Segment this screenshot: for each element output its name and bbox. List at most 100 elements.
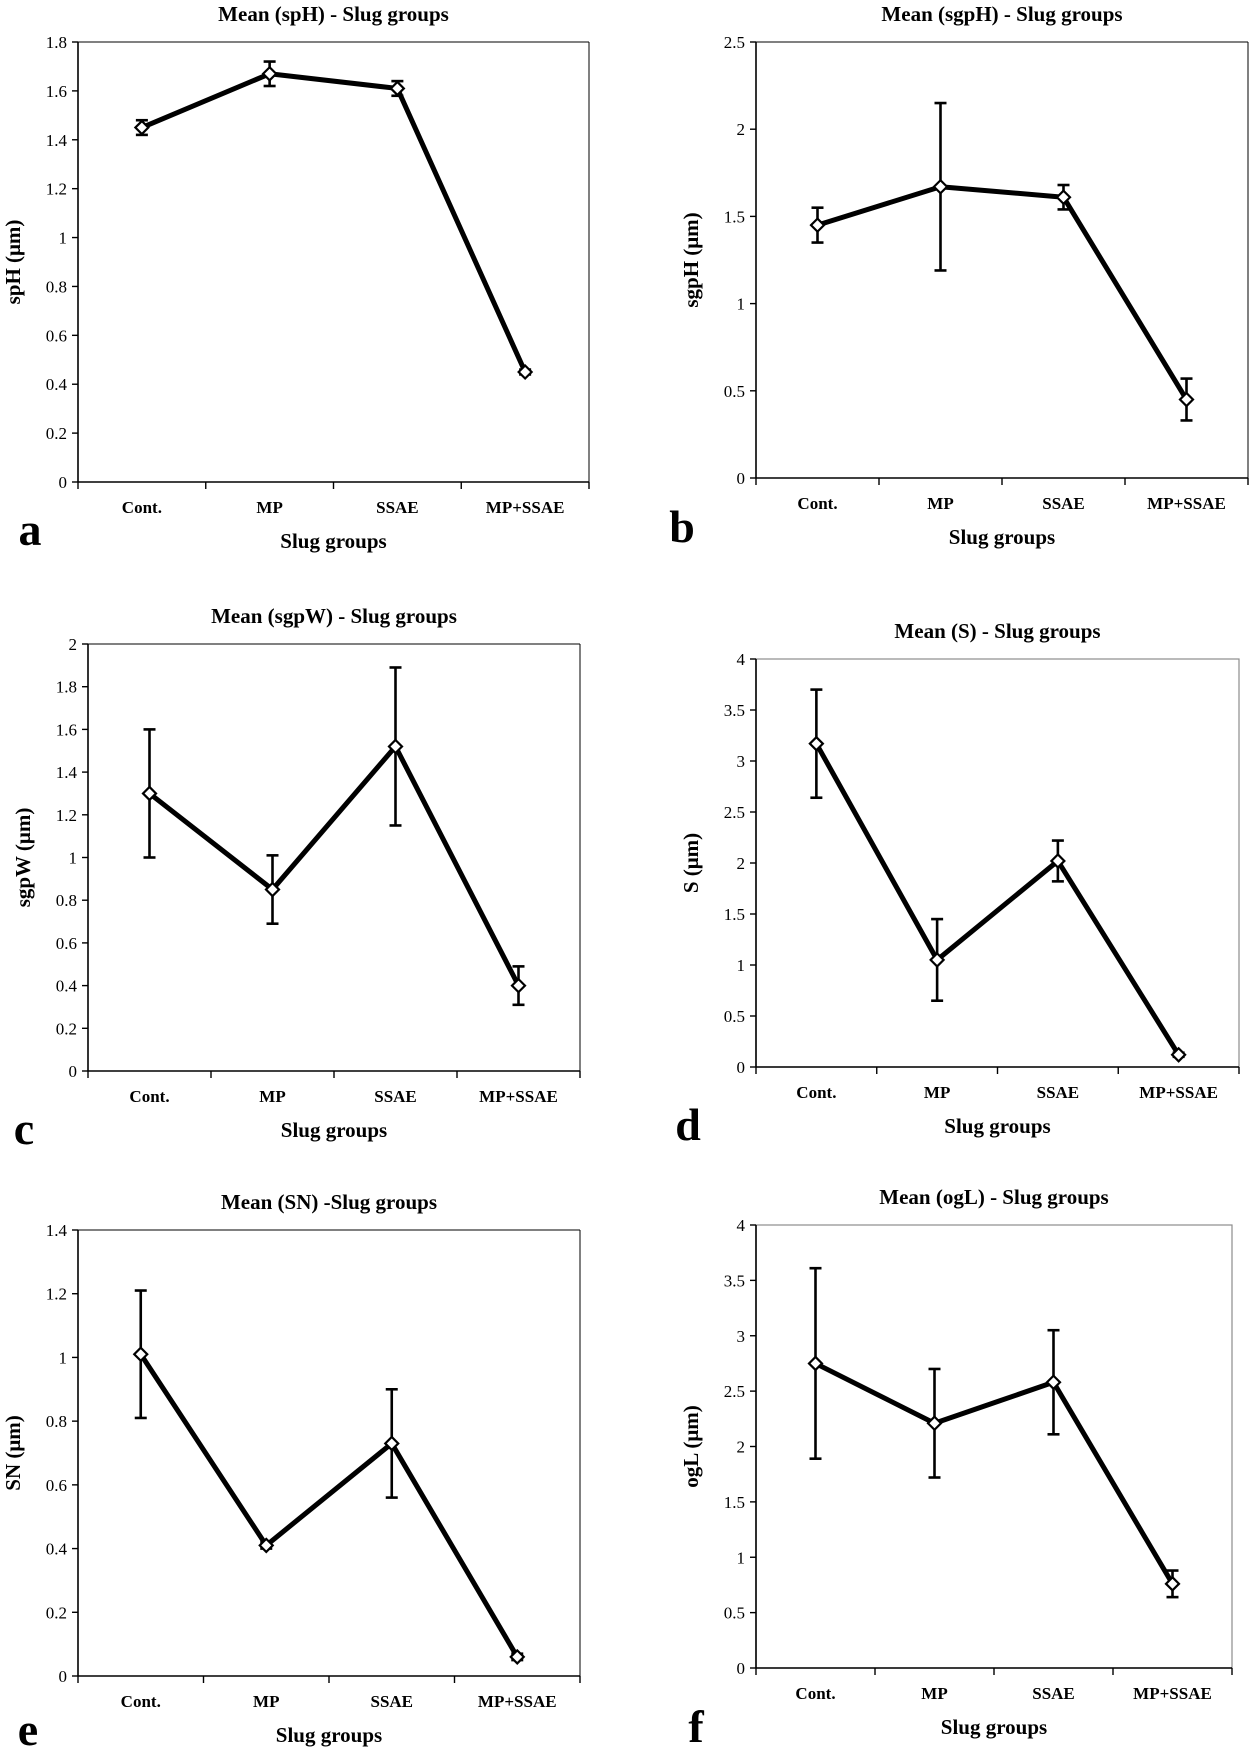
data-point bbox=[383, 1435, 400, 1452]
data-point bbox=[258, 1537, 275, 1554]
x-tick-label: Cont. bbox=[796, 1083, 836, 1102]
y-tick-label: 1 bbox=[737, 1548, 746, 1567]
x-tick-label: SSAE bbox=[1042, 494, 1085, 513]
series-line bbox=[138, 1352, 520, 1659]
x-tick-label: MP bbox=[259, 1087, 285, 1106]
y-tick-label: 0.5 bbox=[724, 382, 745, 401]
x-axis-title: Slug groups bbox=[944, 1114, 1050, 1138]
x-tick-label: Cont. bbox=[129, 1087, 169, 1106]
y-tick-label: 1.5 bbox=[724, 207, 745, 226]
y-tick-label: 4 bbox=[737, 1216, 746, 1235]
y-tick-label: 0 bbox=[59, 473, 68, 492]
chart-panel-f: 0 0.5 1 1.5 2 2.5 3 3.5 4 Cont. MP SSAE MP+SSAE Mean … bbox=[679, 1185, 1233, 1752]
y-tick-label: 0.8 bbox=[46, 1412, 67, 1431]
y-tick-label: 0.6 bbox=[56, 934, 77, 953]
y-tick-label: 1.4 bbox=[56, 763, 78, 782]
chart-panel-a: 0 0.2 0.4 0.6 0.8 1 1.2 1.4 1.6 1.8 Cont. MP SSAE MP+… bbox=[1, 2, 590, 555]
x-tick-label: SSAE bbox=[376, 498, 419, 517]
x-tick-label: Cont. bbox=[797, 494, 837, 513]
x-tick-label: MP+SSAE bbox=[1147, 494, 1226, 513]
y-tick-label: 0 bbox=[737, 1058, 746, 1077]
panel-letter: d bbox=[675, 1099, 701, 1150]
y-tick-label: 1 bbox=[737, 956, 746, 975]
chart-panel-c: 0 0.2 0.4 0.6 0.8 1 1.2 1.4 1.6 1.8 2 Cont. MP SSAE MP… bbox=[11, 604, 581, 1154]
x-axis-title: Slug groups bbox=[276, 1723, 382, 1747]
data-point bbox=[1049, 852, 1066, 870]
series-line bbox=[147, 743, 521, 987]
y-tick-label: 3.5 bbox=[724, 1271, 745, 1290]
y-tick-label: 0.8 bbox=[46, 277, 67, 296]
y-tick-label: 1.5 bbox=[724, 1493, 745, 1512]
y-tick-label: 1 bbox=[737, 295, 746, 314]
chart-title: Mean (S) - Slug groups bbox=[894, 619, 1100, 643]
chart-title: Mean (ogL) - Slug groups bbox=[879, 1185, 1108, 1209]
y-tick-label: 3.5 bbox=[724, 701, 745, 720]
y-tick-label: 1.2 bbox=[46, 180, 67, 199]
x-tick-label: Cont. bbox=[122, 498, 162, 517]
panel-letter: c bbox=[14, 1103, 34, 1154]
y-tick-label: 3 bbox=[737, 752, 746, 771]
x-tick-label: SSAE bbox=[374, 1087, 417, 1106]
data-point bbox=[1178, 391, 1195, 408]
y-tick-label: 0.2 bbox=[56, 1019, 77, 1038]
x-axis-title: Slug groups bbox=[280, 529, 386, 553]
x-tick-label: MP bbox=[921, 1684, 947, 1703]
x-tick-label: MP+SSAE bbox=[1139, 1083, 1218, 1102]
data-point bbox=[932, 178, 949, 195]
data-point bbox=[389, 80, 406, 97]
y-tick-label: 0 bbox=[737, 1659, 746, 1678]
y-tick-label: 1.8 bbox=[46, 33, 67, 52]
chart-title: Mean (sgpH) - Slug groups bbox=[881, 2, 1122, 26]
y-tick-label: 1.6 bbox=[56, 720, 77, 739]
y-tick-label: 0.6 bbox=[46, 326, 67, 345]
y-tick-label: 0.4 bbox=[46, 1540, 68, 1559]
panel-letter: a bbox=[19, 504, 42, 555]
y-axis-title: sgpH (μm) bbox=[679, 212, 703, 307]
y-tick-label: 0.2 bbox=[46, 1603, 67, 1622]
chart-title: Mean (sgpW) - Slug groups bbox=[211, 604, 457, 628]
x-tick-label: MP bbox=[924, 1083, 950, 1102]
data-point bbox=[1170, 1046, 1187, 1063]
data-point bbox=[807, 1355, 824, 1372]
y-tick-label: 2.5 bbox=[724, 1382, 745, 1401]
data-point bbox=[1164, 1575, 1181, 1592]
chart-title: Mean (SN) -Slug groups bbox=[221, 1190, 437, 1214]
chart-panel-d: 0 0.5 1 1.5 2 2.5 3 3.5 4 Cont. MP SSAE MP+SSAE Mean … bbox=[675, 619, 1240, 1150]
y-tick-label: 1 bbox=[69, 849, 78, 868]
y-tick-label: 1.4 bbox=[46, 131, 68, 150]
y-tick-label: 1 bbox=[59, 229, 68, 248]
x-tick-label: MP bbox=[253, 1692, 279, 1711]
y-tick-label: 0.8 bbox=[56, 891, 77, 910]
y-tick-label: 0 bbox=[737, 469, 746, 488]
y-tick-label: 1.5 bbox=[724, 905, 745, 924]
data-point bbox=[509, 1648, 526, 1665]
x-tick-label: MP bbox=[927, 494, 953, 513]
data-point bbox=[510, 977, 527, 994]
x-axis-title: Slug groups bbox=[949, 525, 1055, 549]
y-tick-label: 2 bbox=[69, 635, 78, 654]
data-point bbox=[517, 363, 534, 381]
y-axis-title: S (μm) bbox=[679, 833, 703, 893]
y-tick-label: 0 bbox=[59, 1667, 68, 1686]
plot-frame bbox=[755, 658, 1240, 1068]
x-tick-label: SSAE bbox=[1037, 1083, 1080, 1102]
y-tick-label: 1.8 bbox=[56, 678, 77, 697]
x-tick-label: Cont. bbox=[121, 1692, 161, 1711]
data-point bbox=[808, 735, 825, 752]
series-line bbox=[816, 184, 1189, 401]
data-point bbox=[929, 951, 946, 968]
y-tick-label: 1.2 bbox=[56, 806, 77, 825]
y-tick-label: 0.5 bbox=[724, 1604, 745, 1623]
x-axis-title: Slug groups bbox=[281, 1118, 387, 1142]
chart-title: Mean (spH) - Slug groups bbox=[218, 2, 449, 26]
data-point bbox=[261, 65, 278, 82]
y-tick-label: 2 bbox=[737, 120, 746, 139]
y-tick-label: 2.5 bbox=[724, 803, 745, 822]
x-tick-label: MP bbox=[256, 498, 282, 517]
data-point bbox=[387, 738, 404, 755]
data-point bbox=[132, 1346, 149, 1363]
data-point bbox=[809, 217, 826, 234]
y-tick-label: 0.6 bbox=[46, 1476, 67, 1495]
y-tick-label: 0.2 bbox=[46, 424, 67, 443]
panel-letter: f bbox=[688, 1701, 704, 1752]
